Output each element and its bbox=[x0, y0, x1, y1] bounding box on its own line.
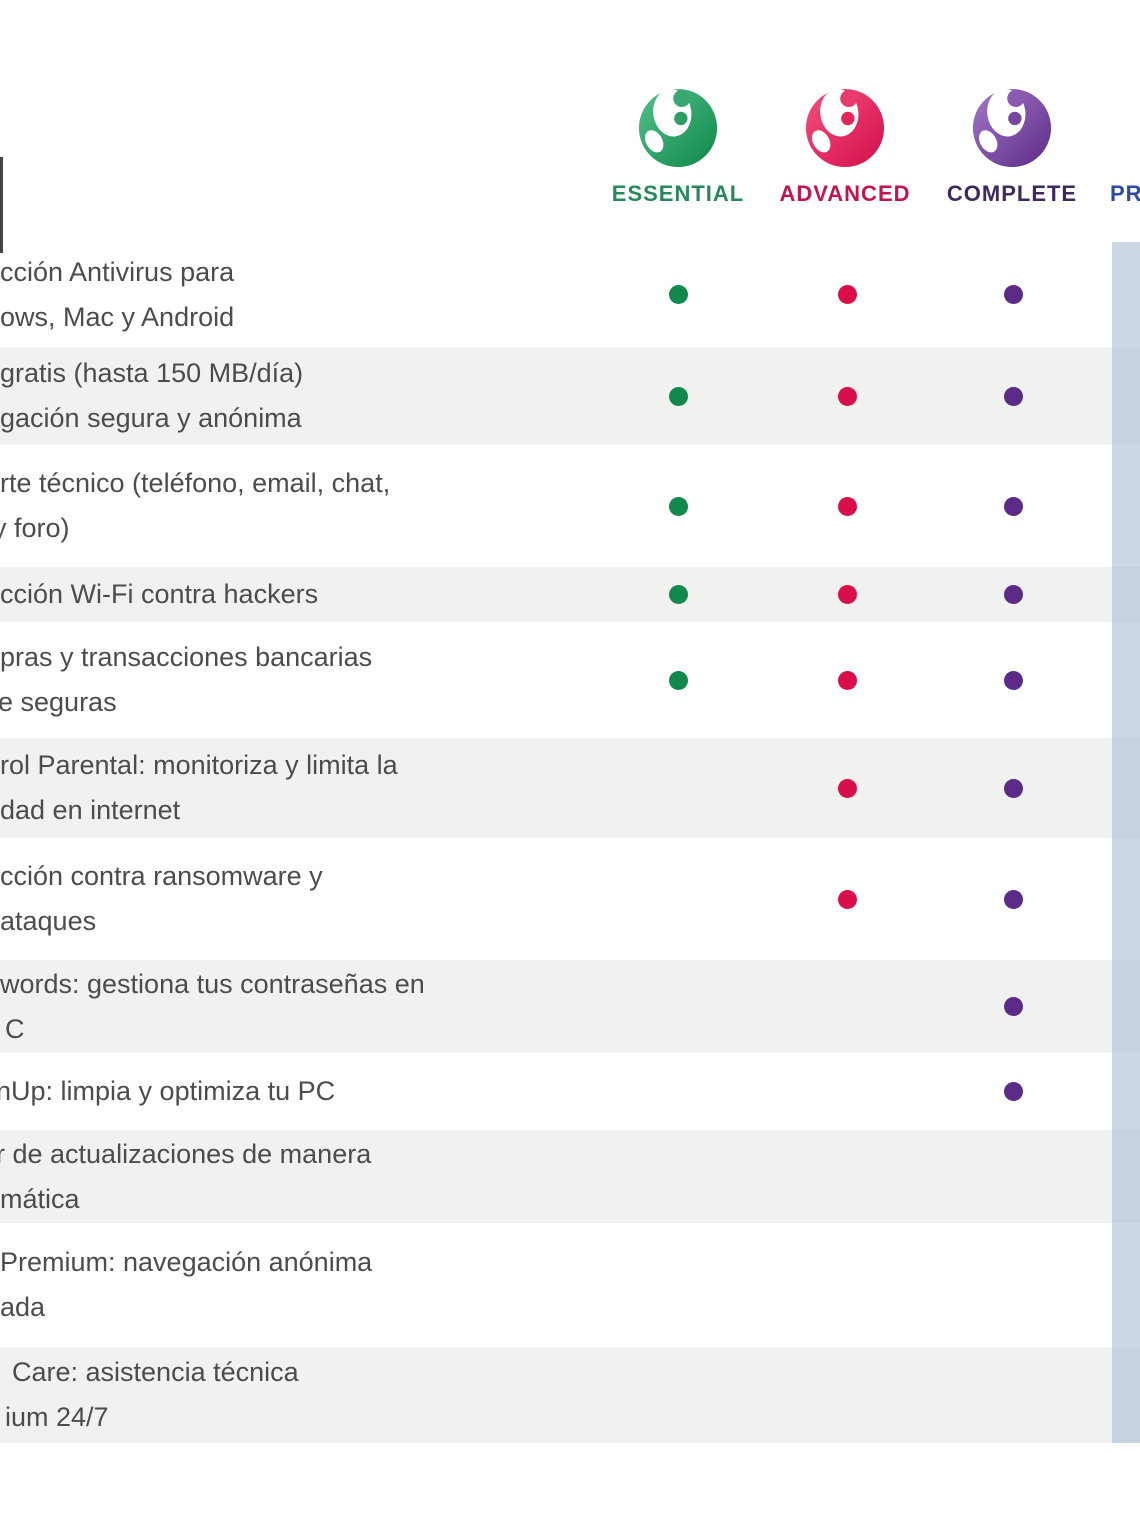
feature-row: r de actualizaciones de manera mática bbox=[0, 1130, 1140, 1223]
plan-column-complete: COMPLETE bbox=[932, 88, 1092, 207]
included-dot-advanced bbox=[837, 585, 857, 604]
feature-name-line: mática bbox=[0, 1183, 80, 1214]
feature-row: gratis (hasta 150 MB/día) gación segura y… bbox=[0, 347, 1140, 445]
feature-name-line: e seguras bbox=[0, 687, 117, 717]
included-dot-advanced bbox=[837, 386, 857, 406]
feature-name-line: ataques bbox=[0, 906, 97, 936]
included-dot-essential bbox=[668, 585, 688, 604]
feature-name-line: rte técnico (teléfono, email, chat, bbox=[0, 468, 391, 498]
included-dot-complete bbox=[1003, 386, 1023, 406]
feature-name-line: Premium: navegación anónima bbox=[0, 1247, 373, 1277]
feature-name-line: words: gestiona tus contraseñas en bbox=[0, 968, 425, 999]
included-dot-essential bbox=[668, 386, 688, 406]
premium-column-highlight bbox=[1112, 242, 1140, 1443]
plan-column-essential: ESSENTIAL bbox=[598, 88, 758, 207]
feature-name-line: rol Parental: monitoriza y limita la bbox=[0, 750, 398, 780]
included-dot-complete bbox=[1003, 670, 1023, 690]
included-dot-complete bbox=[1003, 585, 1023, 604]
feature-row: rol Parental: monitoriza y limita la dad … bbox=[0, 738, 1140, 838]
plan-label-essential: ESSENTIAL bbox=[611, 181, 745, 206]
included-dot-complete bbox=[1003, 778, 1023, 798]
included-dot-advanced bbox=[837, 778, 857, 798]
feature-row: cción contra ransomware y ataques bbox=[0, 838, 1140, 960]
feature-name-line: ada bbox=[0, 1292, 46, 1322]
plan-label-premium: PR bbox=[1110, 181, 1140, 206]
feature-name-line: ium 24/7 bbox=[5, 1402, 109, 1432]
included-dot-advanced bbox=[837, 496, 857, 516]
included-dot-complete bbox=[1003, 496, 1023, 516]
feature-name-line: C bbox=[5, 1013, 25, 1044]
feature-row: Care: asistencia técnica ium 24/7 bbox=[0, 1347, 1140, 1443]
feature-name-line: gación segura y anónima bbox=[0, 403, 302, 433]
feature-name-line: cción contra ransomware y bbox=[0, 861, 323, 891]
plan-column-advanced: ADVANCED bbox=[765, 88, 925, 207]
included-dot-essential bbox=[668, 285, 688, 304]
feature-row: words: gestiona tus contraseñas en C bbox=[0, 960, 1140, 1053]
included-dot-essential bbox=[668, 496, 688, 516]
included-dot-complete bbox=[1003, 889, 1023, 909]
included-dot-advanced bbox=[837, 285, 857, 304]
feature-name-line: y foro) bbox=[0, 513, 70, 543]
feature-row: nUp: limpia y optimiza tu PC bbox=[0, 1053, 1140, 1130]
included-dot-advanced bbox=[837, 670, 857, 690]
feature-name-line: cción Wi-Fi contra hackers bbox=[0, 579, 319, 609]
feature-name-line: pras y transacciones bancarias bbox=[0, 642, 373, 672]
included-dot-complete bbox=[1003, 1082, 1023, 1101]
included-dot-complete bbox=[1003, 285, 1023, 304]
feature-name-line: gratis (hasta 150 MB/día) bbox=[0, 358, 304, 388]
feature-row: rte técnico (teléfono, email, chat, y for… bbox=[0, 445, 1140, 567]
included-dot-advanced bbox=[837, 889, 857, 909]
panda-logo-complete bbox=[972, 88, 1052, 168]
feature-name-line: ows, Mac y Android bbox=[0, 301, 235, 332]
panda-logo-essential bbox=[638, 88, 718, 168]
feature-row: Premium: navegación anónima ada bbox=[0, 1223, 1140, 1347]
plan-column-premium: PR bbox=[1078, 88, 1140, 207]
included-dot-complete bbox=[1003, 997, 1023, 1016]
feature-name-line: r de actualizaciones de manera bbox=[0, 1138, 372, 1169]
feature-row: pras y transacciones bancarias e seguras bbox=[0, 622, 1140, 738]
plan-label-advanced: ADVANCED bbox=[779, 181, 911, 206]
cropped-text-artifact bbox=[0, 157, 3, 253]
feature-name-line: Care: asistencia técnica bbox=[12, 1357, 299, 1387]
panda-logo-advanced bbox=[805, 88, 885, 168]
feature-row: cción Antivirus para ows, Mac y Android bbox=[0, 242, 1140, 347]
feature-name-line: dad en internet bbox=[0, 795, 181, 825]
included-dot-essential bbox=[668, 670, 688, 690]
feature-row: cción Wi-Fi contra hackers bbox=[0, 567, 1140, 622]
plan-label-complete: COMPLETE bbox=[946, 181, 1078, 206]
feature-name-line: cción Antivirus para bbox=[0, 256, 235, 287]
feature-name-line: nUp: limpia y optimiza tu PC bbox=[0, 1076, 336, 1106]
